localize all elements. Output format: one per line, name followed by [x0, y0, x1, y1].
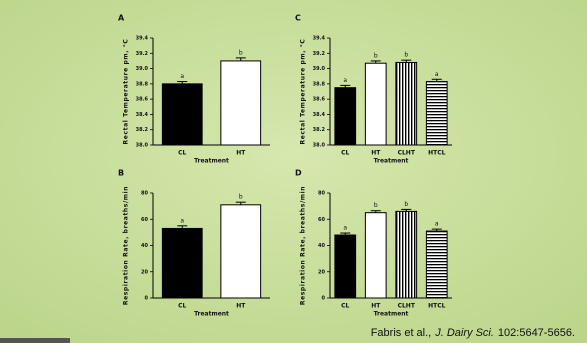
panel-label: D [295, 169, 302, 178]
x-tick-label: HT [236, 303, 246, 310]
x-tick-label: CLHT [398, 303, 416, 310]
significance-letter: b [239, 194, 243, 201]
significance-letter: b [374, 52, 378, 59]
y-tick-label: 40 [318, 243, 325, 249]
bar [364, 62, 387, 146]
citation-ref: 102:5647-5656. [497, 327, 575, 339]
panel-label: B [118, 169, 124, 178]
x-axis-label: Treatment [374, 311, 409, 318]
y-tick-label: 60 [318, 217, 325, 223]
y-tick-label: 39.0 [313, 66, 326, 72]
y-tick-label: 39.4 [313, 36, 326, 42]
bar [334, 234, 357, 299]
y-tick-label: 0 [145, 296, 149, 302]
significance-letter: a [343, 225, 347, 232]
citation-journal: J. Dairy Sci. [435, 327, 494, 339]
citation-authors: Fabris et al., [370, 327, 432, 339]
bar [220, 60, 262, 146]
x-tick-label: HT [371, 150, 381, 157]
x-tick-label: HT [371, 303, 381, 310]
y-tick-label: 40 [141, 243, 148, 249]
x-tick-label: HTCL [428, 150, 446, 157]
y-tick-label: 80 [141, 191, 148, 197]
y-tick-label: 60 [141, 217, 148, 223]
y-tick-label: 38.4 [313, 112, 326, 118]
x-tick-label: CL [341, 150, 349, 157]
significance-letter: a [343, 77, 347, 84]
x-tick-label: CL [178, 150, 186, 157]
x-tick-label: HTCL [428, 303, 446, 310]
y-tick-label: 39.4 [136, 36, 149, 42]
significance-letter: a [180, 73, 184, 80]
y-tick-label: 20 [141, 269, 148, 275]
y-tick-label: 38.8 [313, 81, 326, 87]
y-tick-label: 38.4 [136, 112, 149, 118]
y-tick-label: 39.0 [136, 66, 149, 72]
y-tick-label: 80 [318, 191, 325, 197]
significance-letter: b [404, 52, 408, 59]
x-axis-label: Treatment [194, 158, 229, 165]
bar [334, 87, 357, 146]
panel-label: C [295, 14, 301, 23]
y-tick-label: 38.2 [313, 127, 326, 133]
bar [425, 81, 448, 146]
significance-letter: b [239, 49, 243, 56]
y-tick-label: 38.0 [313, 143, 326, 149]
citation: Fabris et al., J. Dairy Sci. 102:5647-5656… [371, 327, 579, 339]
x-tick-label: CLHT [398, 150, 416, 157]
x-tick-label: CL [341, 303, 349, 310]
bar [425, 230, 448, 299]
x-tick-label: CL [178, 303, 186, 310]
bar [161, 83, 203, 146]
y-axis-label: Rectal Temperature pm, °C [123, 39, 130, 145]
bar [161, 227, 203, 299]
significance-letter: a [435, 221, 439, 228]
panel-label: A [118, 14, 125, 23]
y-tick-label: 38.8 [136, 81, 149, 87]
progress-bar [0, 338, 70, 343]
y-axis-label: Respiration Rate, breaths/min [300, 186, 307, 305]
significance-letter: a [435, 71, 439, 78]
significance-letter: b [374, 202, 378, 209]
x-axis-label: Treatment [374, 158, 409, 165]
y-tick-label: 39.2 [136, 51, 149, 57]
bar [220, 204, 262, 299]
y-tick-label: 20 [318, 269, 325, 275]
y-tick-label: 38.2 [136, 127, 149, 133]
y-tick-label: 38.6 [136, 97, 149, 103]
y-tick-label: 0 [322, 296, 326, 302]
y-tick-label: 39.2 [313, 51, 326, 57]
y-axis-label: Respiration Rate, breaths/min [123, 186, 130, 305]
significance-letter: a [180, 217, 184, 224]
bar [395, 61, 418, 146]
y-tick-label: 38.0 [136, 143, 149, 149]
x-axis-label: Treatment [194, 311, 229, 318]
bar [395, 210, 418, 299]
bar [364, 212, 387, 299]
significance-letter: b [404, 201, 408, 208]
x-tick-label: HT [236, 150, 246, 157]
y-tick-label: 38.6 [313, 97, 326, 103]
y-axis-label: Rectal Temperature pm, °C [300, 39, 307, 145]
